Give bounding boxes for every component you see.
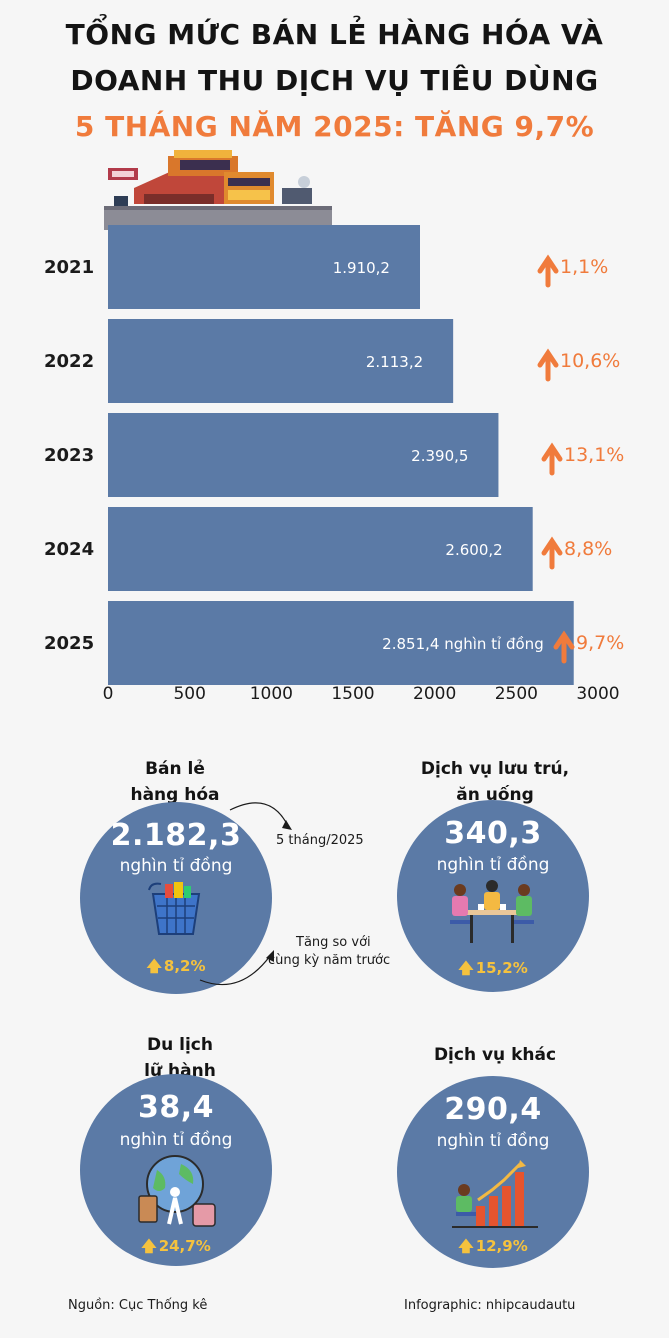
category-label: 2024	[44, 539, 94, 560]
dining-people-icon	[450, 880, 534, 943]
subtitle-growth: 5 THÁNG NĂM 2025: TĂNG 9,7%	[74, 110, 595, 143]
cat-retail-label-2: hàng hóa	[130, 785, 220, 805]
cat-travel-growth-value: 24,7%	[158, 1237, 211, 1255]
cat-travel-value: 38,4	[137, 1090, 215, 1125]
cat-retail-label-1: Bán lẻ	[145, 759, 205, 779]
x-tick-label: 2500	[495, 684, 538, 704]
shopping-basket-icon	[148, 882, 201, 935]
x-tick-label: 2000	[413, 684, 456, 704]
growth-arrow-icon	[541, 536, 563, 570]
footer-source: Nguồn: Cục Thống kê	[68, 1298, 208, 1313]
cat-other-growth: 🡅 12,9%	[397, 1236, 589, 1261]
up-arrow-icon: 🡅	[458, 959, 474, 977]
bar-value-label: 1.910,2	[333, 259, 390, 277]
cat-other-title: Dịch vụ khác	[405, 1042, 585, 1068]
bar-2025	[108, 601, 574, 685]
bar-value-label: 2.600,2	[445, 541, 502, 559]
category-label: 2021	[44, 257, 94, 278]
note-compare-1: Tăng so với	[296, 935, 371, 950]
cat-food-title: Dịch vụ lưu trú, ăn uống	[405, 756, 585, 808]
bar-value-label: 2.851,4 nghìn tỉ đồng	[382, 635, 544, 653]
growth-arrow-icon	[537, 348, 559, 382]
note-compare-2: cùng kỳ năm trước	[268, 953, 391, 968]
category-label: 2023	[44, 445, 94, 466]
cat-food-growth: 🡅 15,2%	[397, 958, 589, 983]
footer-credit: Infographic: nhipcaudautu	[404, 1298, 576, 1313]
bar-2022	[108, 319, 454, 403]
bar-2021	[108, 225, 420, 309]
cat-food-label-2: ăn uống	[456, 785, 534, 805]
growth-arrow-icon	[537, 254, 559, 288]
cat-food-value: 340,3	[444, 816, 542, 851]
bar-2023	[108, 413, 499, 497]
growth-chart-icon	[452, 1160, 538, 1228]
x-tick-label: 500	[173, 684, 205, 704]
growth-label: 10,6%	[560, 350, 620, 372]
growth-label: 8,8%	[564, 538, 612, 560]
cat-other-growth-value: 12,9%	[475, 1237, 528, 1255]
cat-retail-title: Bán lẻ hàng hóa	[95, 756, 255, 808]
shopping-mall-illustration	[104, 150, 332, 230]
cat-other-label-2: Dịch vụ khác	[433, 1045, 557, 1065]
up-arrow-icon: 🡅	[141, 1237, 157, 1255]
annotation-arrows	[199, 802, 292, 986]
cat-travel-unit: nghìn tỉ đồng	[119, 1130, 233, 1150]
title-line-2: DOANH THU DỊCH VỤ TIÊU DÙNG	[70, 64, 599, 97]
category-label: 2022	[44, 351, 94, 372]
cat-other-value: 290,4	[444, 1092, 542, 1127]
growth-label: 13,1%	[564, 444, 624, 466]
globe-luggage-icon	[138, 1155, 216, 1227]
cat-travel-label-1: Du lịch	[147, 1035, 213, 1055]
growth-label: 1,1%	[560, 256, 608, 278]
cat-food-unit: nghìn tỉ đồng	[436, 855, 550, 875]
bar-value-label: 2.390,5	[411, 447, 468, 465]
cat-retail-unit: nghìn tỉ đồng	[119, 856, 233, 876]
title-line-1: TỔNG MỨC BÁN LẺ HÀNG HÓA VÀ	[65, 18, 604, 51]
cat-food-label-1: Dịch vụ lưu trú,	[420, 759, 570, 779]
growth-arrow-icon	[541, 442, 563, 476]
x-tick-label: 1500	[331, 684, 374, 704]
x-tick-label: 1000	[250, 684, 293, 704]
up-arrow-icon: 🡅	[146, 957, 162, 975]
bar-value-label: 2.113,2	[366, 353, 423, 371]
cat-retail-value: 2.182,3	[110, 818, 242, 853]
cat-travel-growth: 🡅 24,7%	[80, 1236, 272, 1261]
cat-food-growth-value: 15,2%	[475, 959, 528, 977]
cat-retail-growth: 🡅 8,2%	[80, 956, 272, 981]
x-tick-label: 0	[103, 684, 114, 704]
category-label: 2025	[44, 633, 94, 654]
x-tick-label: 3000	[576, 684, 619, 704]
cat-other-circle	[397, 1076, 589, 1268]
up-arrow-icon: 🡅	[458, 1237, 474, 1255]
growth-label: 9,7%	[576, 632, 624, 654]
annual-retail-bar-chart: 2021 1.910,2 1,1% 2022 2.113,2 10,6% 2023 2.390…	[44, 225, 624, 704]
note-period: 5 tháng/2025	[276, 833, 364, 848]
cat-other-unit: nghìn tỉ đồng	[436, 1131, 550, 1151]
bar-2024	[108, 507, 533, 591]
cat-retail-growth-value: 8,2%	[163, 957, 206, 975]
growth-arrow-icon	[553, 630, 575, 664]
